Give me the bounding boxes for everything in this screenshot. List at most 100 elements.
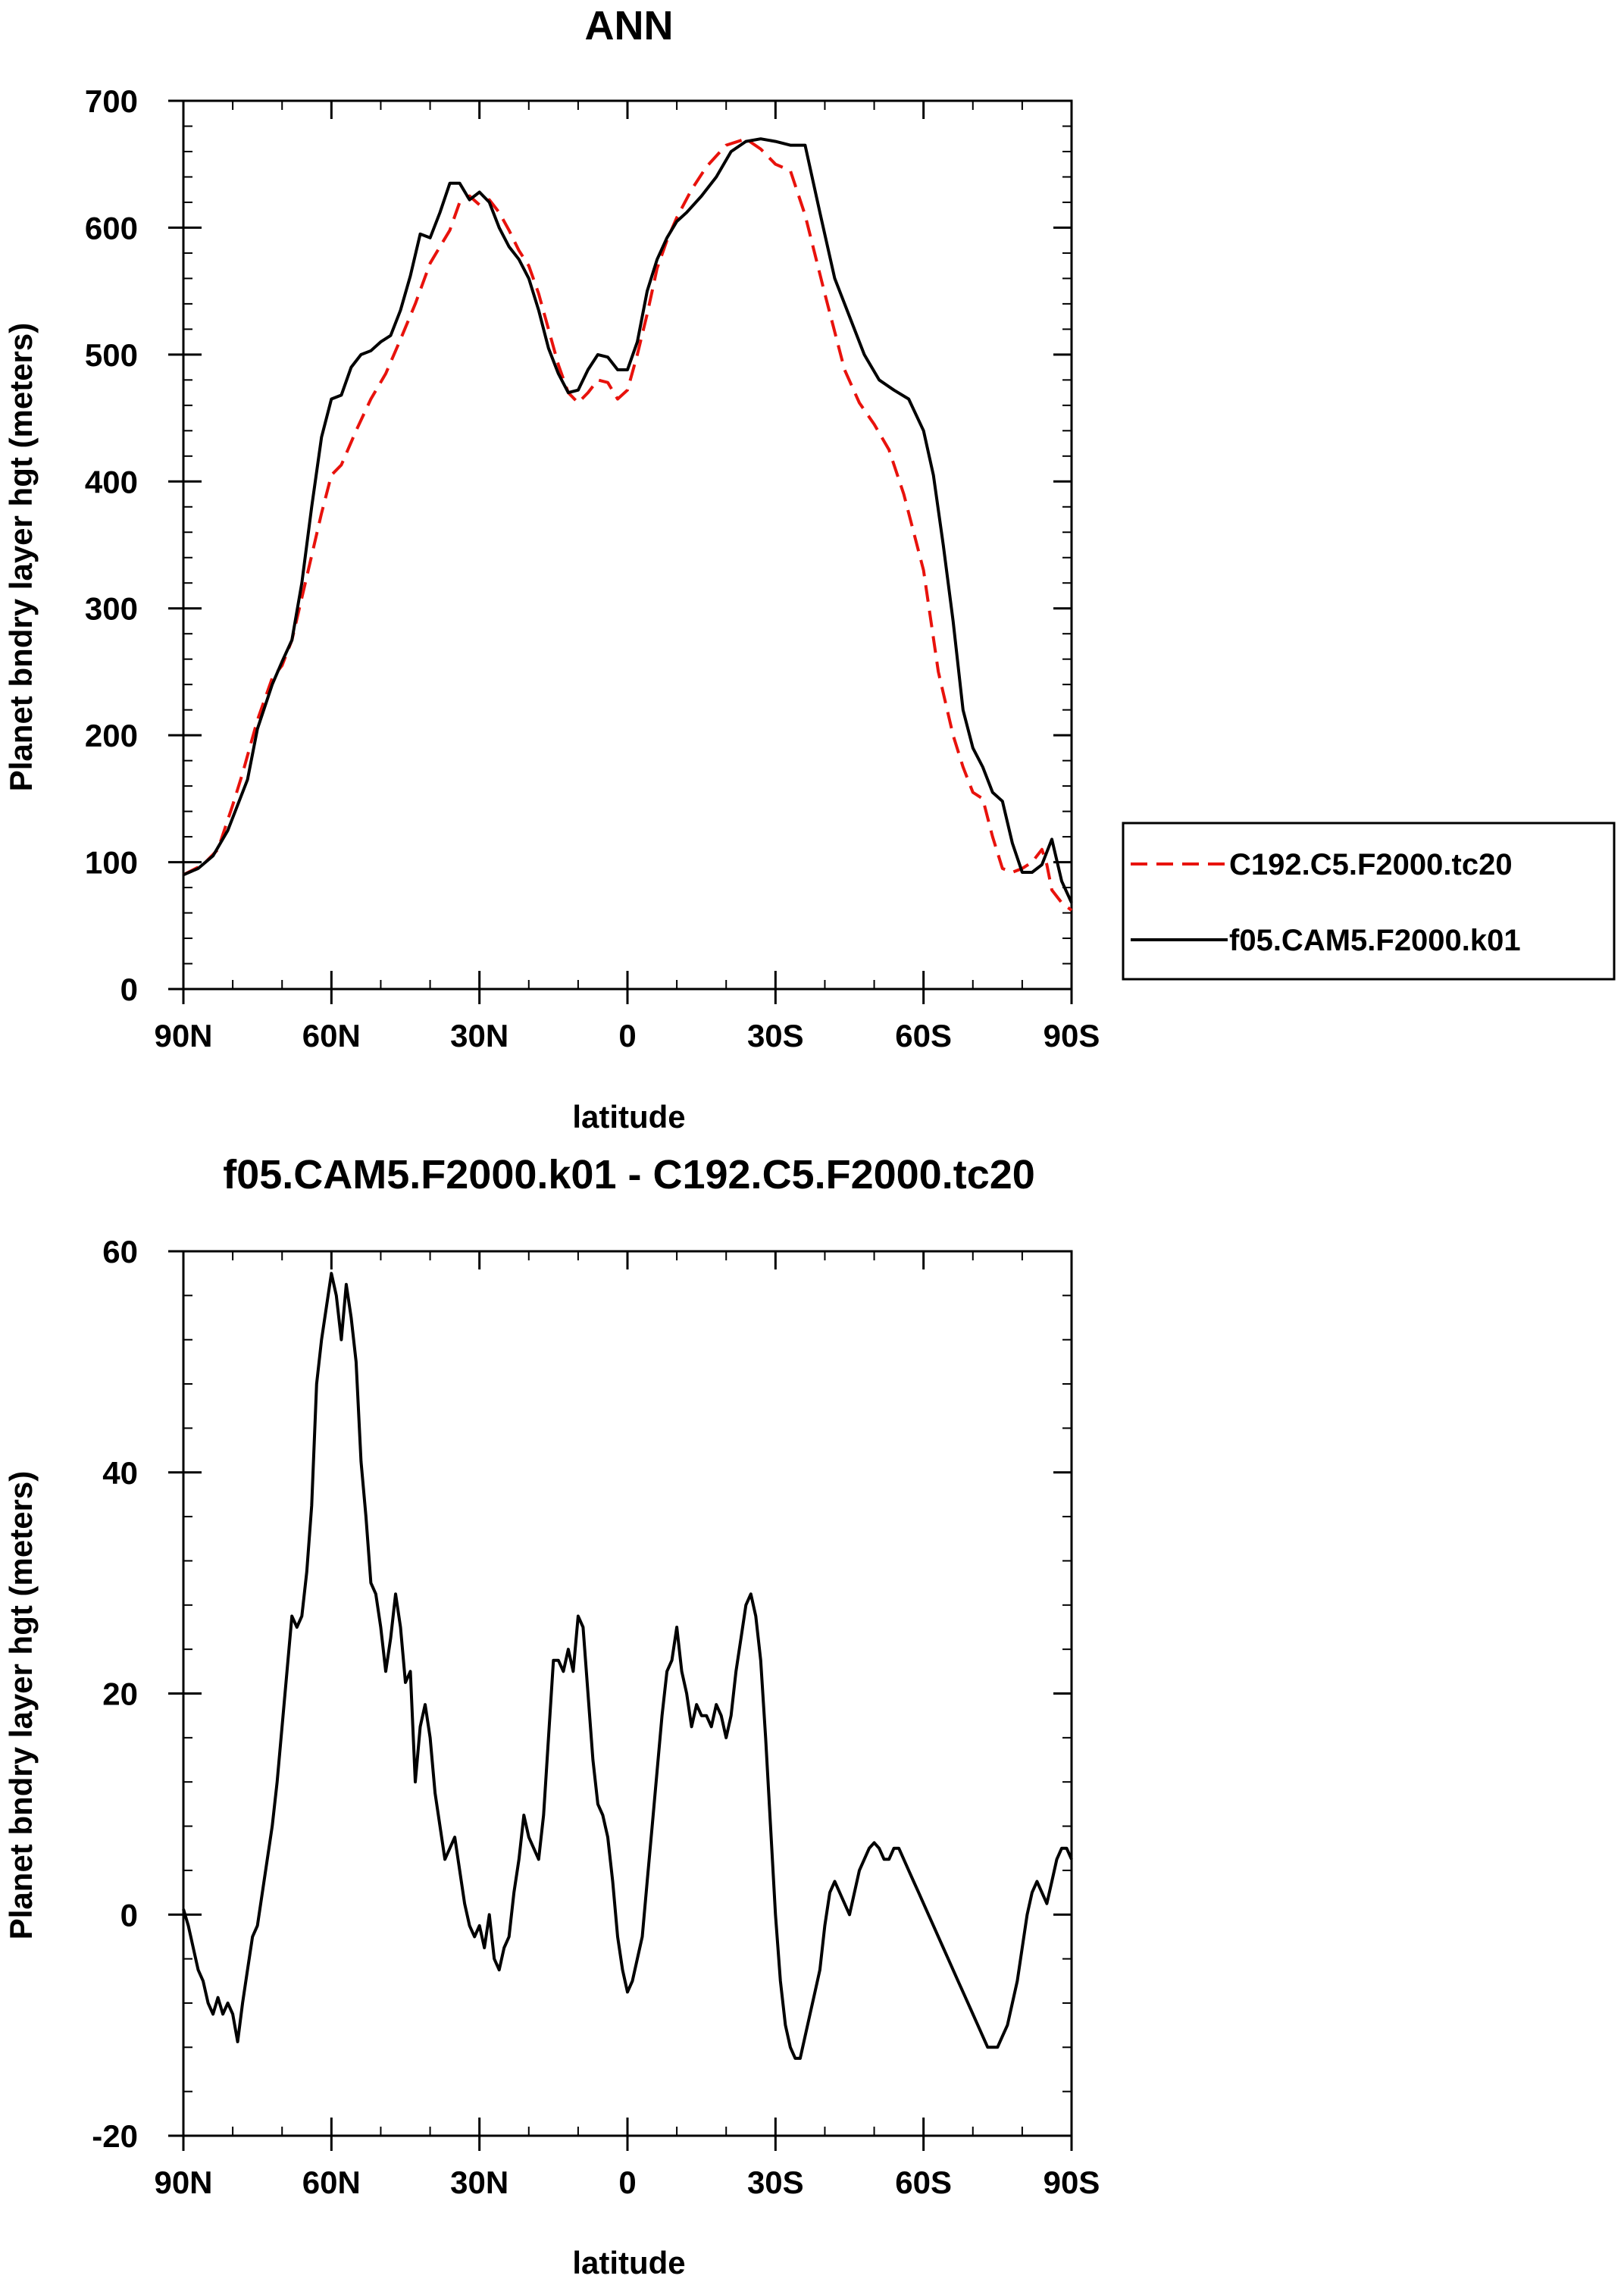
data-point bbox=[488, 1914, 490, 1916]
data-point bbox=[893, 1847, 895, 1849]
data-point bbox=[537, 1858, 540, 1861]
data-point bbox=[656, 268, 659, 270]
data-point bbox=[720, 1714, 722, 1717]
data-point bbox=[454, 1836, 456, 1839]
data-point bbox=[922, 569, 925, 571]
data-point bbox=[947, 1958, 950, 1960]
data-point bbox=[617, 1936, 619, 1938]
data-point bbox=[977, 2024, 979, 2027]
data-point bbox=[637, 353, 639, 355]
data-point bbox=[355, 430, 357, 432]
y-tick-label: 0 bbox=[120, 1897, 138, 1933]
data-point bbox=[686, 211, 688, 214]
data-point bbox=[794, 2057, 796, 2059]
data-point bbox=[266, 1858, 268, 1861]
y-axis-label: Planet bndry layer hgt (meters) bbox=[3, 1471, 39, 1940]
data-point bbox=[458, 1869, 461, 1871]
data-point bbox=[928, 1914, 930, 1916]
data-point bbox=[567, 392, 569, 394]
data-point bbox=[183, 1908, 185, 1911]
data-point bbox=[291, 1615, 293, 1617]
data-point bbox=[765, 1736, 767, 1739]
data-point bbox=[656, 1770, 659, 1772]
data-point bbox=[227, 829, 229, 831]
data-point bbox=[596, 1803, 599, 1805]
data-point bbox=[843, 1902, 846, 1905]
data-point bbox=[330, 398, 333, 400]
legend-label-2: f05.CAM5.F2000.k01 bbox=[1229, 924, 1521, 957]
data-point bbox=[276, 1781, 278, 1783]
data-point bbox=[849, 1914, 851, 1916]
data-point bbox=[690, 1726, 693, 1728]
data-point bbox=[345, 1283, 347, 1285]
data-point bbox=[991, 791, 993, 794]
legend-label-1: C192.C5.F2000.tc20 bbox=[1229, 848, 1513, 881]
data-point bbox=[232, 804, 234, 806]
data-point bbox=[774, 140, 777, 142]
data-point bbox=[311, 1504, 313, 1507]
data-point bbox=[395, 1593, 397, 1595]
data-point bbox=[824, 1924, 826, 1927]
data-point bbox=[523, 1814, 525, 1817]
data-point bbox=[557, 364, 559, 366]
data-point bbox=[1046, 1902, 1048, 1905]
data-point bbox=[385, 1670, 387, 1673]
data-point bbox=[197, 1969, 199, 1971]
data-point bbox=[587, 368, 589, 371]
data-point bbox=[1026, 1914, 1028, 1916]
y-tick-label: 0 bbox=[120, 972, 138, 1007]
x-tick-label: 0 bbox=[618, 1018, 636, 1053]
data-point bbox=[612, 1880, 614, 1883]
chart-bottom-panel: f05.CAM5.F2000.k01 - C192.C5.F2000.tc20 … bbox=[3, 1152, 1100, 2280]
data-point bbox=[434, 1792, 437, 1794]
data-point bbox=[547, 1736, 549, 1739]
data-point bbox=[656, 258, 659, 261]
plot-frame bbox=[182, 99, 1073, 991]
data-point bbox=[291, 639, 293, 641]
data-point bbox=[952, 1969, 954, 1971]
data-point bbox=[518, 249, 520, 252]
data-point bbox=[424, 1704, 427, 1706]
data-point bbox=[962, 1991, 964, 1993]
data-point bbox=[987, 2046, 989, 2049]
data-point bbox=[242, 2002, 244, 2004]
data-point bbox=[779, 1980, 781, 1982]
chart-title: ANN bbox=[585, 3, 674, 49]
data-point bbox=[478, 204, 480, 206]
data-point bbox=[725, 1736, 728, 1739]
data-point bbox=[537, 293, 540, 295]
x-tick-label: 60N bbox=[302, 1018, 361, 1053]
data-point bbox=[577, 402, 579, 404]
data-point bbox=[715, 1704, 718, 1706]
data-point bbox=[878, 379, 881, 381]
data-point bbox=[952, 734, 954, 737]
data-point bbox=[863, 353, 865, 355]
data-point bbox=[543, 1814, 545, 1817]
data-point bbox=[409, 1670, 411, 1673]
data-point bbox=[706, 166, 708, 168]
y-tick-label: 600 bbox=[85, 210, 138, 246]
data-point bbox=[350, 366, 352, 368]
data-point bbox=[444, 1858, 446, 1861]
data-point bbox=[814, 1991, 816, 1993]
data-point bbox=[641, 1936, 643, 1938]
data-point bbox=[596, 379, 599, 381]
data-point bbox=[789, 2046, 791, 2049]
data-point bbox=[405, 1681, 407, 1683]
data-point bbox=[873, 423, 875, 425]
data-point bbox=[972, 747, 974, 749]
data-point bbox=[399, 309, 402, 311]
data-point bbox=[567, 1648, 569, 1651]
data-point bbox=[286, 1670, 288, 1673]
data-point bbox=[330, 474, 333, 476]
data-point bbox=[232, 2013, 234, 2015]
data-point bbox=[730, 1714, 732, 1717]
data-point bbox=[1065, 1847, 1068, 1849]
data-point bbox=[730, 151, 732, 153]
data-point bbox=[937, 1936, 940, 1938]
data-point bbox=[582, 1626, 584, 1629]
data-point bbox=[596, 353, 599, 355]
data-point bbox=[449, 229, 451, 231]
data-point bbox=[380, 1626, 382, 1629]
data-point bbox=[236, 2041, 239, 2043]
